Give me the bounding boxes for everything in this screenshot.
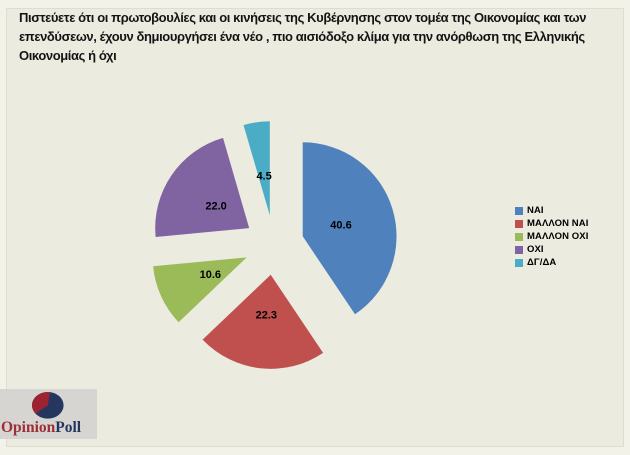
logo-text-opinion: Opinion: [1, 419, 56, 436]
pie-slice-2: [202, 274, 324, 369]
pie-chart: 40.6 22.3 10.6 22.0 4.5: [153, 121, 397, 369]
pie-slice-5: [243, 121, 270, 216]
legend-item-2: ΜΑΛΛΟΝ ΝΑΙ: [515, 217, 588, 230]
logo-wedge: [32, 391, 50, 414]
legend-label: ΝΑΙ: [527, 205, 544, 216]
pie-slice-1: [302, 142, 397, 315]
pie-data-label: 22.3: [256, 310, 277, 322]
logo-text: OpinionPoll: [1, 419, 81, 437]
legend-swatch-icon: [515, 219, 523, 228]
chart-title-line-1: Πιστεύετε ότι οι πρωτοβουλίες και οι κιν…: [19, 10, 587, 25]
legend-item-1: ΝΑΙ: [515, 204, 588, 217]
legend-item-5: ΔΓ/ΔΑ: [515, 256, 588, 269]
logo-text-poll: Poll: [55, 419, 82, 436]
pie-slice-3: [153, 257, 247, 323]
legend-swatch-icon: [515, 206, 523, 215]
legend-label: ΜΑΛΛΟΝ ΟΧΙ: [527, 231, 589, 242]
chart-title-line-3: Οικονομίας ή όχι: [19, 48, 117, 63]
pie-data-label: 10.6: [200, 269, 221, 281]
legend-item-3: ΜΑΛΛΟΝ ΟΧΙ: [515, 230, 588, 243]
chart-legend: ΝΑΙ ΜΑΛΛΟΝ ΝΑΙ ΜΑΛΛΟΝ ΟΧΙ ΟΧΙ ΔΓ/ΔΑ: [515, 204, 588, 269]
legend-swatch-icon: [515, 232, 523, 241]
pie-data-label: 40.6: [330, 220, 351, 232]
legend-label: ΜΑΛΛΟΝ ΝΑΙ: [527, 218, 589, 229]
chart-title: Πιστεύετε ότι οι πρωτοβουλίες και οι κιν…: [19, 8, 586, 65]
pie-data-label: 4.5: [256, 171, 271, 183]
legend-swatch-icon: [515, 258, 523, 267]
legend-item-4: ΟΧΙ: [515, 243, 588, 256]
pie-slice-4: [155, 137, 250, 237]
pie-data-label: 22.0: [205, 201, 226, 213]
opinionpoll-logo-icon: [32, 391, 64, 419]
opinionpoll-logo: OpinionPoll: [0, 389, 97, 439]
legend-label: ΟΧΙ: [527, 244, 544, 255]
chart-title-line-2: επενδύσεων, έχουν δημιουργήσει ένα νέο ,…: [19, 29, 585, 44]
legend-label: ΔΓ/ΔΑ: [527, 257, 557, 268]
legend-swatch-icon: [515, 245, 523, 254]
